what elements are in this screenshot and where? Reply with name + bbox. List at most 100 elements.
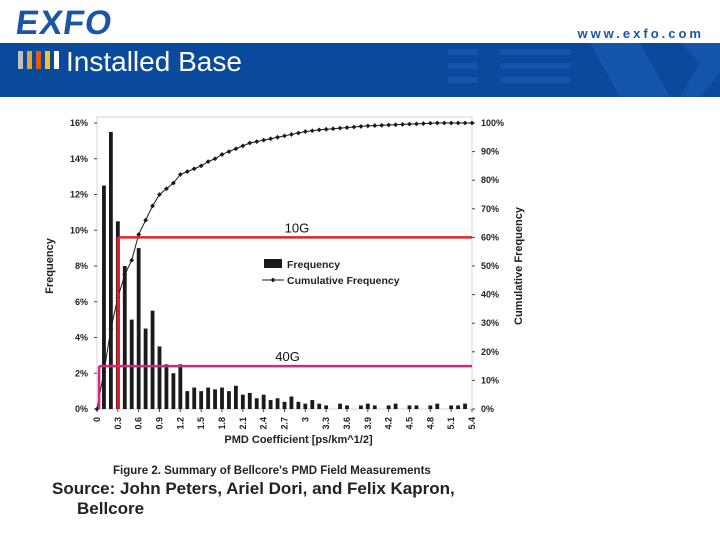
frequency-bar	[275, 398, 280, 409]
exfo-logo: EXFO	[13, 4, 116, 42]
cumulative-point	[365, 123, 371, 129]
cumulative-point	[427, 120, 433, 126]
legend-cumulative-marker	[270, 277, 276, 283]
title-bars-icon	[18, 51, 64, 69]
cumulative-point	[344, 125, 350, 130]
cumulative-point	[184, 169, 190, 175]
frequency-bar	[463, 403, 467, 409]
pmd-chart: 0% 2% 4% 6% 8% 10% 12% 14% 16% 0% 10% 20% 30% 40% 50% 6…	[44, 116, 525, 477]
y-axis-title: Frequency	[44, 237, 56, 294]
cumulative-point	[164, 186, 169, 192]
frequency-bar	[456, 405, 461, 409]
legend-frequency-swatch	[264, 259, 282, 268]
cumulative-point	[302, 129, 308, 134]
frequency-bar	[213, 389, 217, 409]
frequency-bar	[435, 403, 440, 409]
x-tick-label: 5.1	[446, 417, 456, 430]
y2-tick-label: 40%	[481, 290, 499, 300]
y-tick-label: 0%	[75, 404, 88, 414]
y2-tick-label: 60%	[481, 232, 499, 242]
x-tick-label: 4.8	[425, 417, 435, 430]
x-tick-label: 3	[300, 417, 310, 422]
cumulative-point	[247, 140, 253, 146]
y2-tick-label: 100%	[481, 118, 504, 128]
cumulative-point	[289, 132, 294, 137]
cumulative-point	[407, 121, 412, 127]
x-tick-label: 3.6	[342, 417, 352, 430]
frequency-bar	[372, 405, 377, 409]
annotation-label-40g: 40G	[275, 349, 300, 364]
frequency-bar	[428, 405, 433, 409]
x-axis-title: PMD Coefficient [ps/km^1/2]	[224, 434, 373, 446]
cumulative-point	[191, 166, 197, 172]
chart-container: 0% 2% 4% 6% 8% 10% 12% 14% 16% 0% 10% 20% 30% 40% 50% 6…	[33, 98, 554, 483]
y2-tick-label: 10%	[481, 375, 499, 385]
bar-4	[45, 51, 50, 69]
frequency-bar	[449, 405, 454, 409]
x-tick-label: 3.3	[321, 417, 331, 430]
cumulative-point	[309, 128, 315, 134]
cumulative-point	[129, 257, 135, 263]
cumulative-point	[268, 136, 274, 142]
cumulative-point	[358, 124, 364, 129]
cumulative-point	[219, 152, 225, 157]
source-line-2: Bellcore	[77, 499, 145, 518]
source-citation: Source: John Peters, Ariel Dori, and Fel…	[52, 479, 455, 519]
frequency-bar	[261, 394, 266, 409]
cumulative-point	[372, 123, 378, 128]
cumulative-point	[94, 406, 100, 412]
cumulative-point	[122, 272, 128, 277]
cumulative-point	[441, 120, 447, 126]
cumulative-point	[434, 120, 440, 126]
bar-5	[54, 51, 59, 69]
frequency-bar	[268, 400, 273, 409]
cumulative-point	[254, 139, 260, 144]
frequency-bar	[393, 403, 398, 409]
frequency-bar	[365, 403, 370, 409]
frequency-bar	[108, 131, 113, 409]
frequency-bar	[414, 405, 419, 409]
x-tick-label: 4.5	[405, 417, 415, 430]
cumulative-point	[295, 130, 301, 136]
y2-tick-label: 20%	[481, 347, 499, 357]
x-tick-label: 1.5	[196, 417, 206, 430]
source-line-1: Source: John Peters, Ariel Dori, and Fel…	[52, 479, 455, 498]
x-tick-label: 2.1	[238, 417, 248, 430]
frequency-bar	[192, 387, 197, 409]
cumulative-point	[170, 180, 176, 186]
cumulative-point	[150, 203, 155, 209]
cumulative-point	[379, 122, 385, 128]
cumulative-point	[101, 369, 107, 375]
cumulative-point	[275, 134, 280, 140]
frequency-bar	[129, 319, 134, 409]
x-tick-label: 2.7	[280, 417, 290, 430]
cumulative-point	[226, 149, 232, 154]
y-tick-label: 16%	[70, 118, 88, 128]
x-tick-label: 1.8	[217, 417, 227, 430]
x-tick-label: 4.2	[384, 417, 394, 430]
bar-3	[36, 51, 41, 69]
band-decoration	[448, 43, 720, 97]
y-tick-label: 2%	[75, 368, 88, 378]
frequency-bar	[386, 405, 391, 409]
y-tick-label: 4%	[75, 333, 88, 343]
cumulative-point	[400, 122, 405, 127]
cumulative-point	[448, 120, 454, 126]
cumulative-point	[240, 143, 246, 149]
y2-tick-label: 50%	[481, 261, 499, 271]
x-tick-label: 1.2	[175, 417, 185, 430]
frequency-bar	[240, 394, 245, 409]
y2-tick-label: 0%	[481, 404, 494, 414]
cumulative-point	[108, 326, 114, 332]
frequency-bar	[317, 403, 322, 409]
frequency-bar	[289, 396, 294, 409]
y2-tick-label: 70%	[481, 204, 499, 214]
cumulative-point	[330, 126, 336, 132]
frequency-bar	[178, 364, 183, 409]
legend-frequency-label: Frequency	[287, 259, 340, 271]
cumulative-point	[205, 159, 211, 165]
y2-tick-label: 90%	[481, 147, 499, 157]
frequency-bar	[206, 387, 211, 409]
title-band	[0, 43, 720, 97]
cumulative-point	[198, 163, 204, 169]
